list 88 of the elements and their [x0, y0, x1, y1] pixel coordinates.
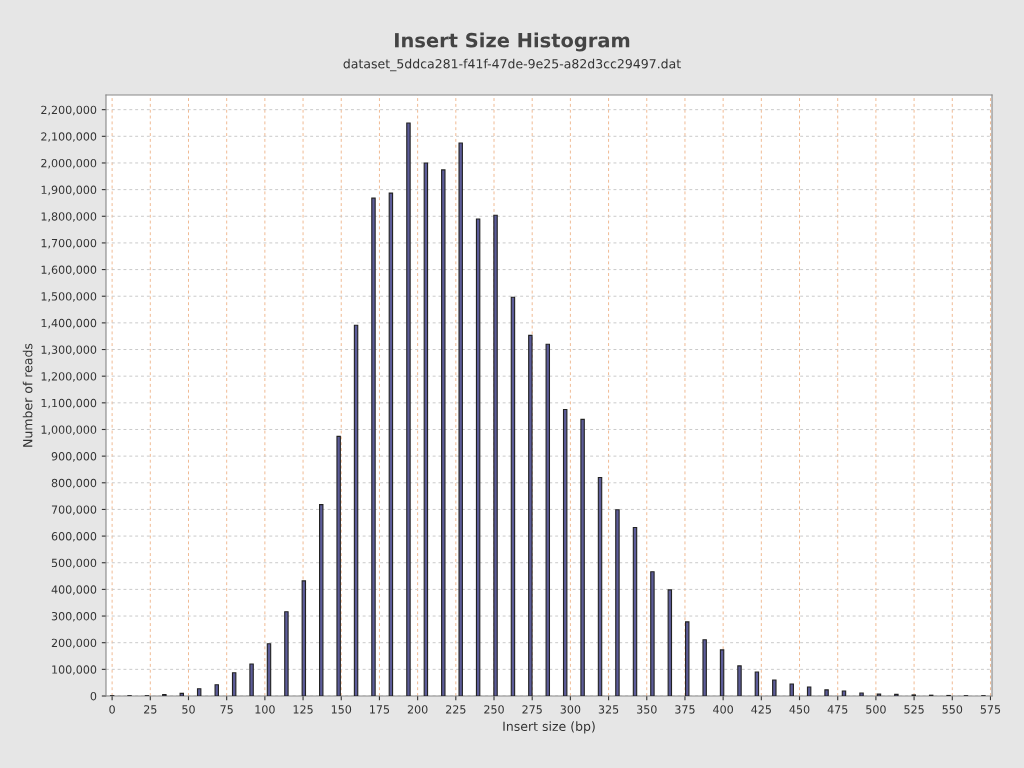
y-tick-label: 700,000 — [51, 505, 97, 515]
y-tick-label: 1,900,000 — [41, 185, 97, 196]
x-tick-label: 150 — [331, 705, 352, 714]
bar — [196, 688, 202, 696]
bar — [441, 169, 446, 696]
bar — [737, 665, 742, 696]
bar — [231, 672, 237, 696]
chart-title: Insert Size Histogram — [395, 32, 630, 52]
x-tick-label: 250 — [484, 705, 504, 714]
bar — [475, 218, 481, 696]
x-tick-label: 375 — [675, 705, 695, 714]
y-axis-title: Number of reads — [22, 343, 33, 447]
bar — [719, 649, 725, 696]
y-tick-label: 2,000,000 — [41, 158, 97, 169]
bar — [754, 671, 760, 696]
y-tick-label: 100,000 — [52, 665, 97, 675]
bar — [772, 679, 777, 696]
y-tick-label: 400,000 — [51, 585, 97, 595]
bar — [493, 214, 498, 696]
x-tick-label: 475 — [827, 705, 848, 714]
x-tick-label: 525 — [904, 705, 924, 714]
y-tick-label: 2,100,000 — [41, 132, 97, 142]
y-tick-label: 1,100,000 — [41, 398, 97, 409]
y-tick-label: 1,000,000 — [41, 425, 97, 435]
x-tick-label: 450 — [789, 705, 810, 714]
x-tick-label: 200 — [407, 705, 428, 714]
bar — [841, 690, 847, 696]
y-tick-label: 300,000 — [51, 612, 97, 622]
x-tick-label: 325 — [598, 705, 619, 714]
bar — [406, 122, 411, 696]
y-tick-label: 500,000 — [51, 558, 97, 569]
x-tick-label: 275 — [522, 705, 542, 714]
x-tick-label: 175 — [370, 705, 390, 714]
bar — [615, 509, 620, 696]
chart-subtitle: dataset_5ddca281-f41f-47de-9e25-a82d3cc29497.dat — [343, 58, 681, 72]
bar — [266, 643, 272, 696]
bar — [458, 142, 463, 696]
bar — [371, 197, 376, 696]
bar — [336, 435, 341, 696]
x-tick-label: 125 — [293, 705, 313, 714]
bar — [789, 683, 794, 696]
x-tick-label: 225 — [446, 705, 466, 714]
x-tick-label: 300 — [560, 705, 581, 714]
x-tick-label: 50 — [182, 705, 195, 714]
bar — [179, 692, 185, 696]
y-tick-label: 1,700,000 — [41, 238, 97, 249]
y-tick-label: 2,200,000 — [41, 105, 97, 116]
bar — [702, 639, 707, 696]
bar — [580, 418, 585, 696]
y-tick-label: 800,000 — [51, 478, 97, 489]
y-tick-label: 0 — [90, 691, 97, 701]
bar — [806, 686, 812, 696]
x-tick-label: 400 — [713, 705, 734, 714]
x-tick-label: 25 — [144, 705, 157, 714]
y-tick-label: 900,000 — [51, 452, 97, 462]
bar — [545, 343, 551, 696]
bar — [824, 689, 829, 696]
x-axis-title: Insert size (bp) — [503, 721, 595, 734]
y-tick-label: 1,600,000 — [41, 265, 97, 276]
bar — [284, 611, 289, 696]
bar — [528, 334, 533, 696]
x-tick-label: 575 — [980, 705, 1001, 714]
y-tick-label: 1,800,000 — [41, 212, 97, 222]
bar — [319, 504, 324, 696]
bar — [423, 162, 429, 696]
y-tick-label: 200,000 — [51, 638, 97, 649]
x-tick-label: 350 — [637, 705, 657, 714]
x-tick-label: 550 — [942, 705, 963, 714]
bar — [650, 571, 655, 696]
bar — [249, 663, 254, 696]
y-tick-label: 1,400,000 — [41, 318, 97, 329]
bar — [301, 580, 307, 696]
bar — [685, 621, 690, 696]
bar — [562, 408, 568, 696]
bar — [388, 192, 394, 696]
x-tick-label: 75 — [220, 705, 233, 714]
x-tick-label: 425 — [751, 705, 771, 714]
x-tick-label: 500 — [866, 705, 886, 714]
bar — [667, 589, 673, 696]
bar — [859, 692, 864, 696]
bar — [632, 527, 638, 696]
y-tick-label: 600,000 — [51, 532, 97, 542]
x-tick-label: 0 — [109, 705, 115, 714]
bar — [214, 684, 219, 696]
y-tick-label: 1,200,000 — [41, 372, 97, 382]
y-tick-label: 1,500,000 — [41, 292, 97, 302]
x-tick-label: 100 — [255, 705, 275, 714]
y-tick-label: 1,300,000 — [41, 345, 97, 356]
